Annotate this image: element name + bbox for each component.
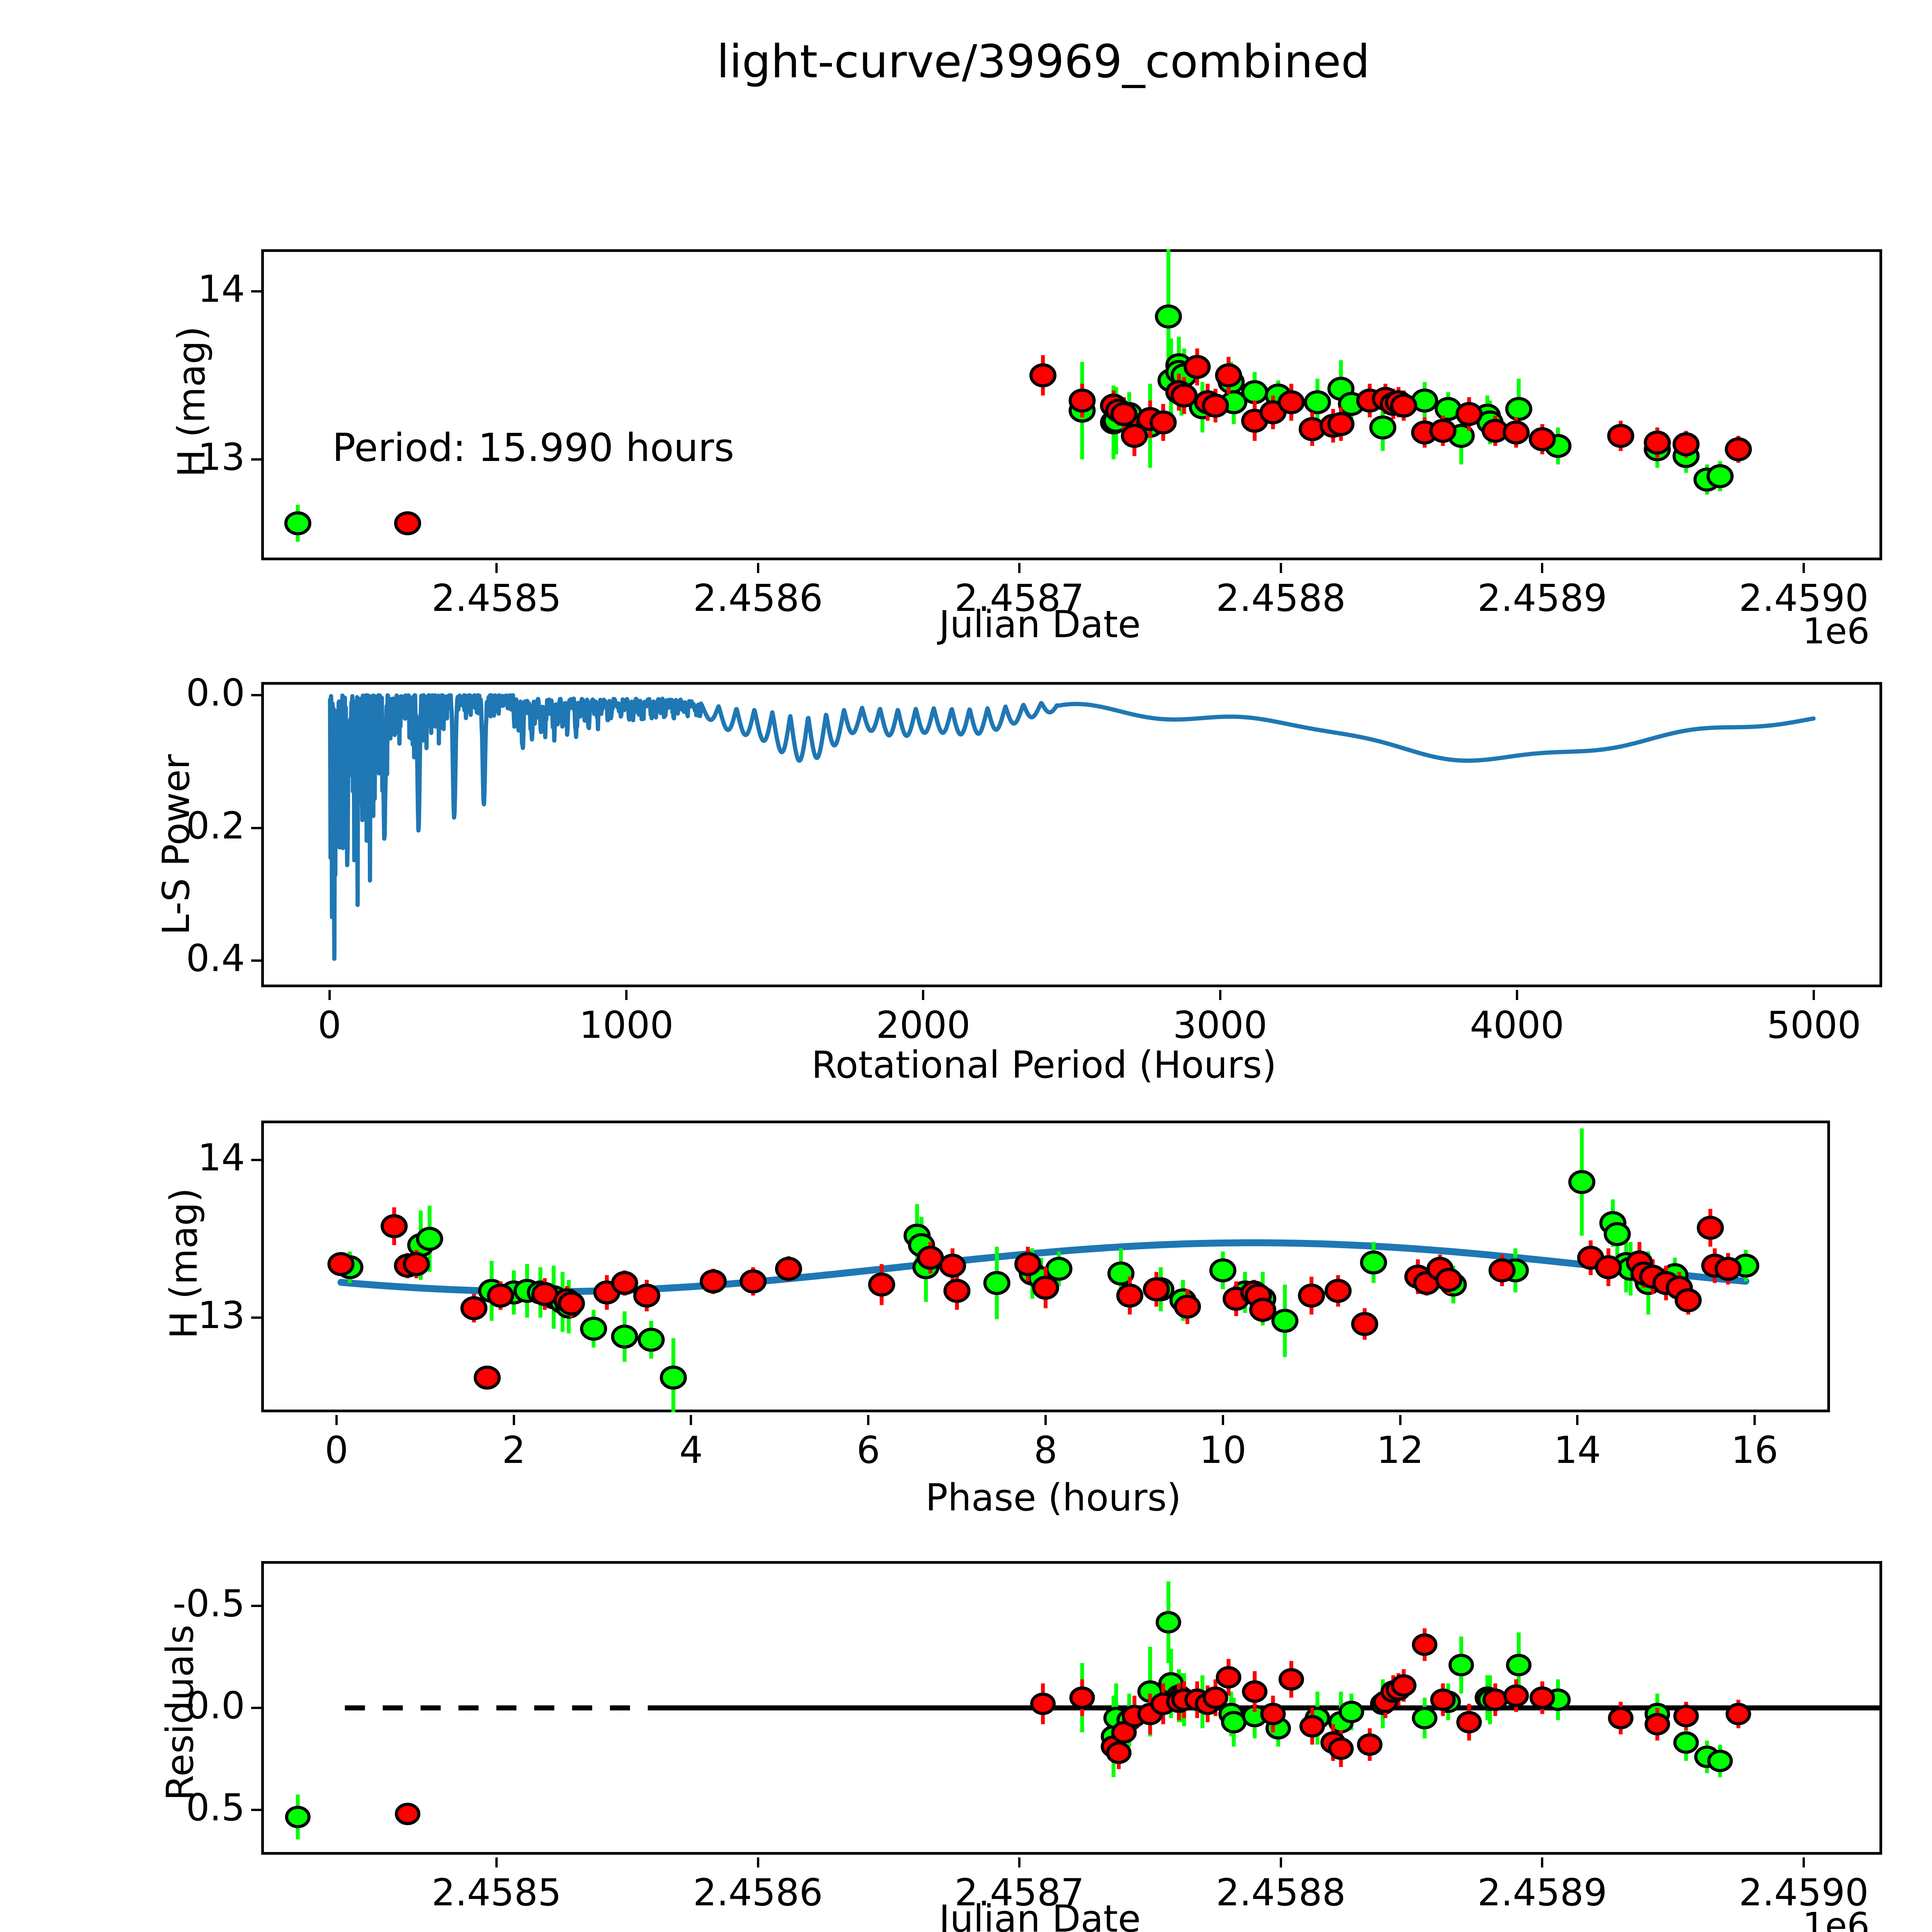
xtick-mark-residuals-5	[1803, 1857, 1805, 1867]
xtick-mark-residuals-1	[757, 1857, 759, 1867]
ytick-label-periodogram-0: 0.4	[186, 937, 245, 980]
xtick-mark-lightcurve-0	[495, 563, 498, 573]
xtick-mark-phased-3	[867, 1415, 870, 1425]
xtick-label-phased-7: 14	[1554, 1429, 1601, 1472]
panel-lightcurve-offset: 1e6	[1803, 611, 1870, 652]
xtick-mark-phased-0	[335, 1415, 338, 1425]
xtick-mark-periodogram-5	[1813, 990, 1815, 1000]
xtick-label-lightcurve-0: 2.4585	[431, 577, 561, 620]
xtick-label-residuals-0: 2.4585	[431, 1871, 561, 1914]
panel-residuals-offset: 1e6	[1803, 1905, 1870, 1932]
ytick-label-periodogram-1: 0.2	[186, 804, 245, 847]
ytick-mark-phased-1	[251, 1316, 261, 1319]
xtick-label-periodogram-2: 2000	[876, 1003, 971, 1047]
xtick-label-lightcurve-2: 2.4587	[954, 577, 1085, 620]
xtick-mark-residuals-2	[1018, 1857, 1021, 1867]
xtick-label-phased-1: 2	[502, 1429, 526, 1472]
xtick-mark-phased-8	[1753, 1415, 1756, 1425]
ytick-mark-periodogram-1	[251, 827, 261, 829]
xtick-label-periodogram-5: 5000	[1767, 1003, 1861, 1047]
panel-phased-xlabel: Phase (hours)	[925, 1476, 1181, 1519]
panel-lightcurve-xlabel: Julian Date	[939, 603, 1141, 646]
figure-title: light-curve/39969_combined	[716, 35, 1370, 88]
ytick-label-residuals-1: 0.0	[186, 1684, 245, 1727]
xtick-label-phased-0: 0	[325, 1429, 349, 1472]
ytick-mark-residuals-1	[251, 1707, 261, 1709]
ytick-label-residuals-2: -0.5	[172, 1582, 245, 1626]
xtick-label-lightcurve-3: 2.4588	[1216, 577, 1346, 620]
ytick-label-periodogram-2: 0.0	[186, 671, 245, 715]
xtick-mark-phased-7	[1576, 1415, 1579, 1425]
period-annotation: Period: 15.990 hours	[332, 425, 735, 470]
xtick-mark-residuals-3	[1279, 1857, 1282, 1867]
ytick-label-lightcurve-0: 14	[197, 267, 245, 311]
panel-periodogram-xlabel: Rotational Period (Hours)	[811, 1043, 1277, 1087]
xtick-label-residuals-1: 2.4586	[693, 1871, 823, 1914]
xtick-label-residuals-2: 2.4587	[954, 1871, 1085, 1914]
xtick-mark-lightcurve-3	[1279, 563, 1282, 573]
xtick-mark-residuals-0	[495, 1857, 498, 1867]
ytick-mark-lightcurve-0	[251, 290, 261, 293]
ytick-mark-periodogram-2	[251, 694, 261, 697]
xtick-label-lightcurve-5: 2.4590	[1739, 577, 1869, 620]
ytick-label-residuals-0: 0.5	[186, 1786, 245, 1829]
xtick-mark-lightcurve-2	[1018, 563, 1021, 573]
xtick-label-lightcurve-1: 2.4586	[693, 577, 823, 620]
panel-residuals-xlabel: Julian Date	[939, 1897, 1141, 1932]
xtick-mark-periodogram-1	[625, 990, 628, 1000]
xtick-label-phased-3: 6	[856, 1429, 880, 1472]
xtick-label-periodogram-1: 1000	[579, 1003, 674, 1047]
xtick-label-phased-5: 10	[1199, 1429, 1247, 1472]
ytick-label-phased-1: 13	[197, 1294, 245, 1337]
ytick-mark-lightcurve-1	[251, 458, 261, 461]
ytick-mark-residuals-2	[251, 1605, 261, 1607]
xtick-mark-lightcurve-4	[1541, 563, 1544, 573]
xtick-mark-periodogram-0	[328, 990, 331, 1000]
ytick-mark-residuals-0	[251, 1808, 261, 1811]
xtick-mark-phased-6	[1399, 1415, 1401, 1425]
xtick-mark-lightcurve-5	[1803, 563, 1805, 573]
xtick-label-periodogram-4: 4000	[1469, 1003, 1565, 1047]
xtick-label-phased-4: 8	[1034, 1429, 1058, 1472]
xtick-label-residuals-4: 2.4589	[1477, 1871, 1607, 1914]
xtick-mark-phased-1	[512, 1415, 515, 1425]
xtick-label-residuals-3: 2.4588	[1216, 1871, 1346, 1914]
xtick-label-periodogram-0: 0	[318, 1003, 342, 1047]
xtick-mark-phased-4	[1044, 1415, 1047, 1425]
xtick-mark-phased-5	[1221, 1415, 1224, 1425]
xtick-label-periodogram-3: 3000	[1173, 1003, 1267, 1047]
xtick-label-lightcurve-4: 2.4589	[1477, 577, 1607, 620]
xtick-mark-phased-2	[690, 1415, 692, 1425]
xtick-mark-residuals-4	[1541, 1857, 1544, 1867]
ytick-mark-periodogram-0	[251, 959, 261, 962]
xtick-label-residuals-5: 2.4590	[1739, 1871, 1869, 1914]
ytick-label-phased-0: 14	[197, 1136, 245, 1180]
xtick-label-phased-2: 4	[679, 1429, 703, 1472]
xtick-mark-periodogram-3	[1219, 990, 1221, 1000]
xtick-mark-periodogram-2	[922, 990, 925, 1000]
xtick-label-phased-6: 12	[1376, 1429, 1424, 1472]
ytick-mark-phased-0	[251, 1159, 261, 1162]
xtick-label-phased-8: 16	[1731, 1429, 1779, 1472]
ytick-label-lightcurve-1: 13	[197, 435, 245, 479]
xtick-mark-lightcurve-1	[757, 563, 759, 573]
xtick-mark-periodogram-4	[1515, 990, 1518, 1000]
